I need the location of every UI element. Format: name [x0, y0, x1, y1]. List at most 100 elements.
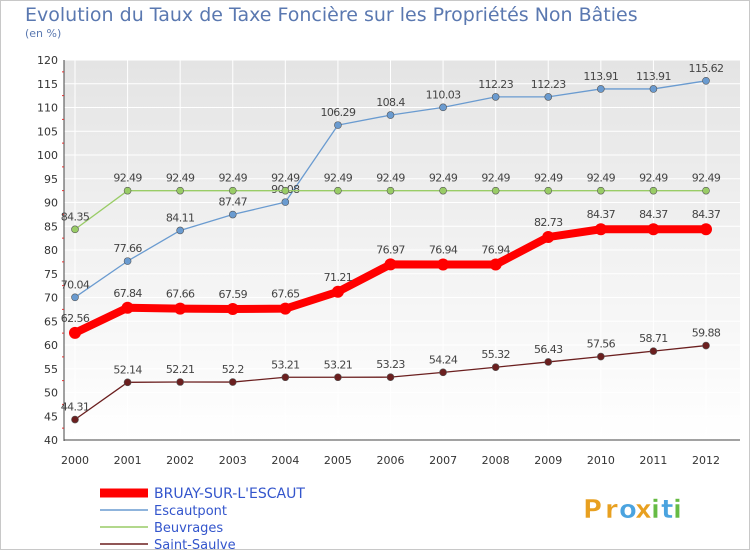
unit-label: (en %): [25, 27, 62, 40]
data-label: 76.97: [376, 243, 405, 256]
data-label: 56.43: [534, 343, 563, 356]
data-label: 62.56: [61, 312, 90, 325]
data-label: 55.32: [481, 348, 510, 361]
data-point: [71, 415, 79, 424]
y-tick-label: 100: [37, 149, 58, 162]
data-point: [491, 93, 500, 101]
data-label: 76.94: [481, 244, 510, 257]
legend-label: Saint-Saulve: [154, 538, 236, 550]
data-label: 92.49: [219, 172, 248, 185]
data-label: 108.4: [376, 96, 405, 109]
x-tick-label: 2007: [429, 454, 457, 467]
data-label: 92.49: [481, 172, 510, 185]
data-label: 53.23: [376, 358, 405, 371]
data-point: [386, 373, 395, 381]
brand-logo-letter: i: [651, 495, 660, 525]
y-tick-label: 60: [44, 339, 58, 352]
data-label: 58.71: [639, 332, 668, 345]
data-label: 76.94: [429, 244, 458, 257]
x-tick-label: 2008: [482, 454, 510, 467]
data-label: 67.59: [219, 288, 248, 301]
brand-logo-letter: x: [635, 495, 652, 525]
data-point: [71, 293, 79, 302]
brand-logo-letter: o: [619, 495, 637, 525]
data-point: [228, 186, 237, 195]
data-point: [334, 373, 342, 382]
y-tick-label: 65: [44, 315, 58, 328]
data-point: [331, 285, 344, 298]
data-label: 77.66: [113, 242, 142, 255]
data-point: [334, 186, 342, 195]
data-label: 59.88: [692, 327, 721, 340]
data-point: [491, 186, 500, 195]
data-point: [594, 223, 607, 236]
x-tick-label: 2004: [271, 454, 299, 467]
y-tick-label: 115: [37, 78, 58, 91]
data-point: [176, 226, 184, 235]
data-point: [702, 186, 710, 195]
y-tick-label: 105: [37, 125, 58, 138]
data-point: [597, 186, 605, 195]
data-point: [597, 352, 605, 361]
x-tick-label: 2005: [324, 454, 352, 467]
data-label: 84.37: [587, 208, 616, 221]
data-point: [489, 258, 502, 271]
data-point: [228, 378, 237, 386]
data-label: 52.14: [113, 363, 142, 376]
y-tick-label: 40: [44, 434, 58, 447]
y-tick-label: 55: [44, 363, 58, 376]
x-tick-label: 2009: [534, 454, 562, 467]
y-tick-label: 45: [44, 410, 58, 423]
data-label: 44.31: [61, 401, 90, 414]
x-tick-label: 2003: [219, 454, 247, 467]
data-point: [437, 258, 450, 271]
data-label: 70.04: [61, 278, 90, 291]
data-point: [121, 301, 134, 314]
legend-label: Escautpont: [154, 504, 227, 519]
brand-logo-letter: r: [605, 495, 618, 525]
data-point: [123, 378, 132, 387]
data-label: 92.49: [639, 172, 668, 185]
data-label: 92.49: [534, 172, 563, 185]
x-tick-label: 2012: [692, 454, 720, 467]
y-tick-label: 50: [44, 387, 58, 400]
data-point: [439, 186, 447, 195]
chart-title: Evolution du Taux de Taxe Foncière sur l…: [25, 4, 638, 26]
data-point: [174, 302, 187, 315]
x-tick-label: 2006: [377, 454, 405, 467]
data-point: [228, 210, 237, 219]
data-label: 92.49: [376, 172, 405, 185]
data-point: [649, 347, 658, 355]
y-tick-label: 95: [44, 173, 58, 186]
data-label: 84.37: [692, 208, 721, 221]
x-tick-label: 2002: [166, 454, 194, 467]
data-label: 112.23: [531, 78, 566, 91]
data-point: [597, 85, 605, 93]
data-label: 92.49: [587, 172, 616, 185]
data-label: 53.21: [324, 358, 353, 371]
y-tick-label: 90: [44, 197, 58, 210]
data-label: 113.91: [583, 70, 618, 83]
data-label: 113.91: [636, 70, 671, 83]
data-point: [71, 225, 79, 234]
data-label: 92.49: [692, 172, 721, 185]
data-point: [281, 186, 290, 195]
data-label: 52.2: [222, 363, 244, 376]
brand-logo-letter: i: [673, 495, 682, 525]
data-point: [542, 231, 555, 244]
data-label: 57.56: [587, 338, 616, 351]
data-point: [439, 103, 447, 112]
x-tick-label: 2010: [587, 454, 615, 467]
y-tick-label: 70: [44, 292, 58, 305]
data-point: [281, 198, 290, 206]
data-point: [386, 111, 395, 119]
data-label: 71.21: [324, 271, 353, 284]
x-tick-label: 2011: [639, 454, 667, 467]
legend-label: BRUAY-SUR-L'ESCAUT: [154, 486, 305, 502]
data-label: 106.29: [320, 106, 355, 119]
data-label: 92.49: [166, 172, 195, 185]
x-tick-label: 2001: [114, 454, 142, 467]
data-label: 92.49: [271, 172, 300, 185]
data-label: 84.11: [166, 211, 195, 224]
